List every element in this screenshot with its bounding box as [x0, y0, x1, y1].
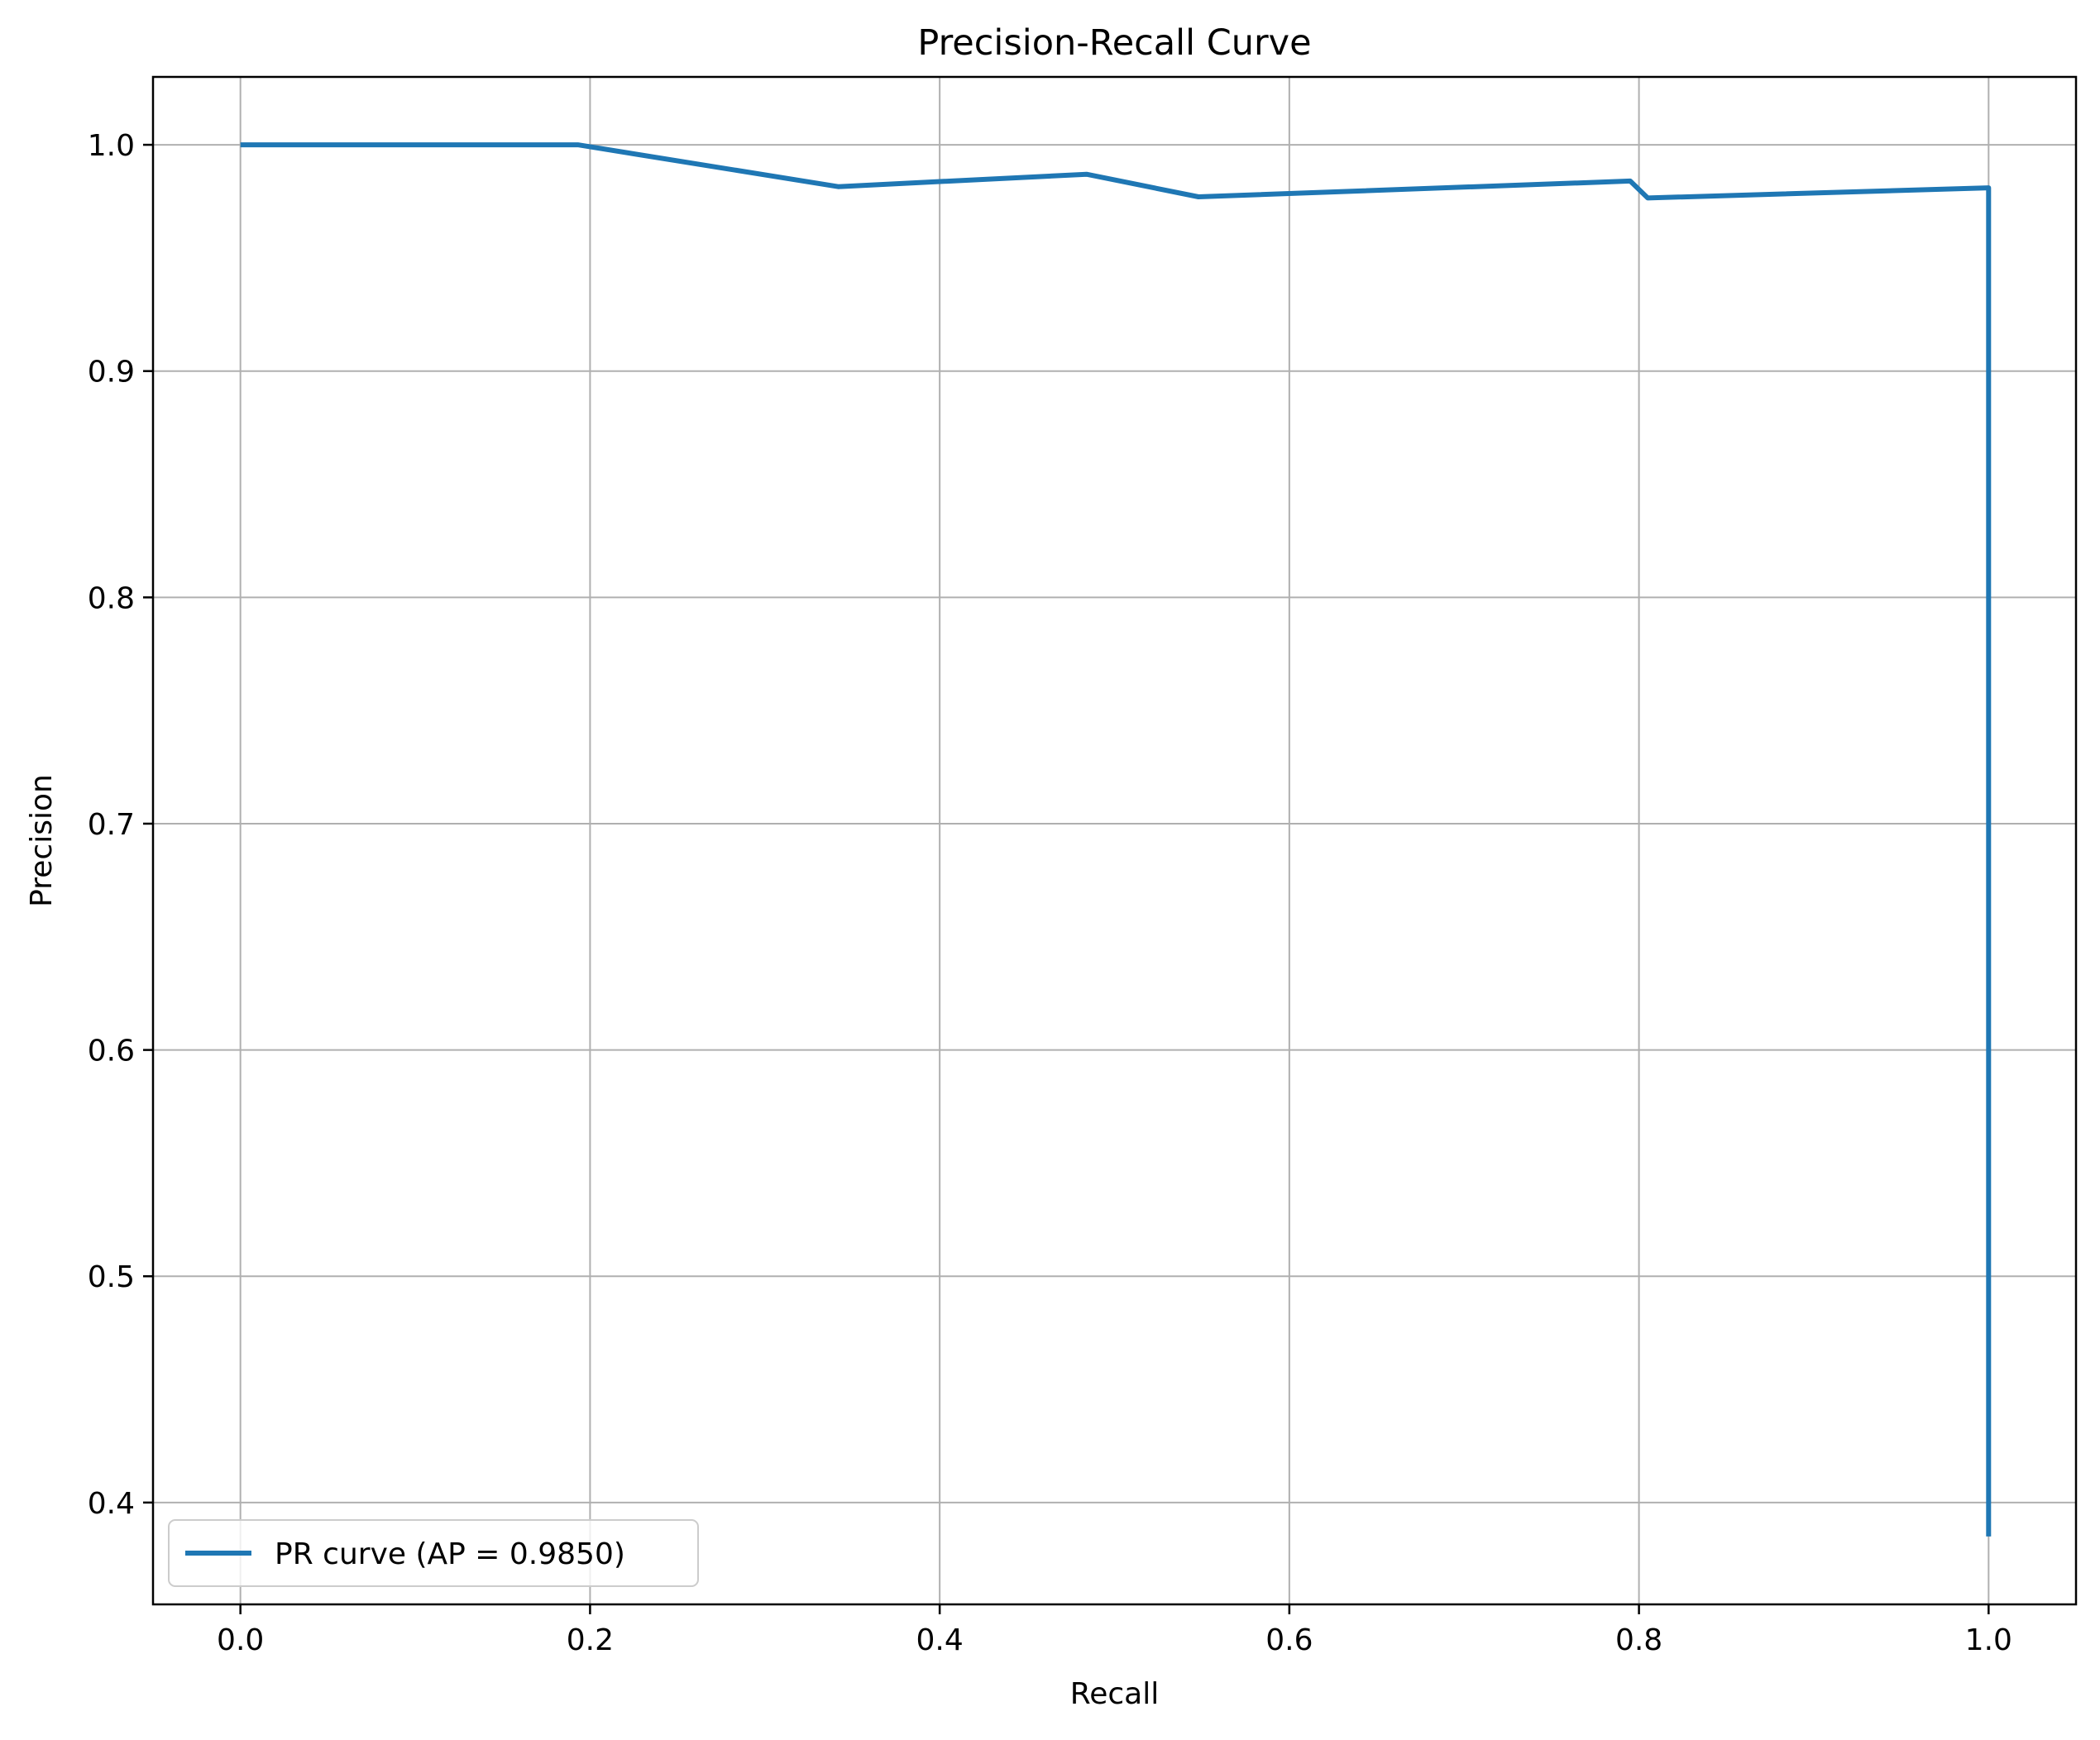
y-tick-label-6: 1.0 — [88, 129, 135, 163]
x-tick-label-4: 0.8 — [1615, 1623, 1662, 1657]
y-tick-label-2: 0.6 — [88, 1035, 135, 1068]
y-tick-label-5: 0.9 — [88, 356, 135, 390]
legend: PR curve (AP = 0.9850) — [168, 1519, 699, 1587]
x-tick-label-5: 1.0 — [1965, 1623, 2012, 1657]
y-axis-label: Precision — [25, 774, 59, 907]
legend-label: PR curve (AP = 0.9850) — [275, 1537, 625, 1571]
grid-layer — [153, 77, 2076, 1604]
series-layer — [240, 142, 1992, 1537]
chart-title: Precision-Recall Curve — [917, 22, 1311, 64]
x-axis-ticks: 0.0 0.2 0.4 0.6 0.8 1.0 — [217, 1604, 2012, 1657]
y-tick-label-0: 0.4 — [88, 1487, 135, 1521]
y-tick-label-3: 0.7 — [88, 808, 135, 842]
x-tick-label-1: 0.2 — [567, 1623, 614, 1657]
plot-frame — [151, 75, 2078, 1606]
legend-box — [168, 1519, 699, 1587]
x-axis-label: Recall — [1070, 1677, 1159, 1711]
x-tick-label-3: 0.6 — [1265, 1623, 1313, 1657]
series-line-0 — [240, 142, 1992, 1537]
y-tick-label-1: 0.5 — [88, 1260, 135, 1294]
x-tick-label-2: 0.4 — [916, 1623, 964, 1657]
y-axis-ticks: 0.4 0.5 0.6 0.7 0.8 0.9 1.0 — [88, 129, 153, 1521]
y-tick-label-4: 0.8 — [88, 581, 135, 615]
x-tick-label-0: 0.0 — [217, 1623, 264, 1657]
